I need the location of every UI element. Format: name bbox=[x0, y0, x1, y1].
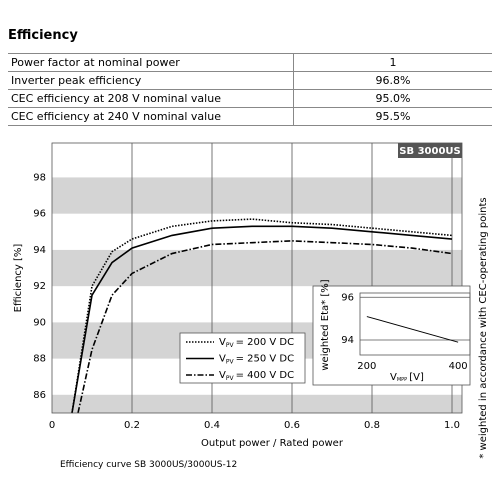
data-line bbox=[71, 218, 453, 414]
y-tick-label: 94 bbox=[341, 335, 354, 346]
x-tick-label: 0.2 bbox=[124, 420, 140, 431]
x-tick-label: 0.4 bbox=[204, 420, 220, 431]
spec-table: Power factor at nominal power 1 Inverter … bbox=[8, 53, 492, 126]
x-tick-label: 0.8 bbox=[364, 420, 380, 431]
inset-y-label: weighted Eta* [%] bbox=[320, 279, 331, 370]
legend-label: VPV = 200 V DC bbox=[219, 337, 294, 349]
table-row: Inverter peak efficiency 96.8% bbox=[8, 71, 492, 90]
section-title: Efficiency bbox=[8, 28, 78, 43]
x-tick-label: 0.6 bbox=[284, 420, 300, 431]
x-tick-label: 200 bbox=[357, 361, 376, 372]
inset-x-subscript: MPP bbox=[397, 377, 407, 383]
y-tick-label: 90 bbox=[33, 317, 46, 328]
y-tick-label: 88 bbox=[33, 354, 46, 365]
legend-symbol: V bbox=[219, 337, 226, 348]
badge-bg bbox=[398, 143, 462, 158]
inset-box bbox=[312, 285, 471, 386]
y-tick-label: 98 bbox=[33, 172, 46, 183]
y-tick-label: 96 bbox=[33, 209, 46, 220]
data-line bbox=[77, 240, 453, 414]
grid-band bbox=[52, 249, 462, 287]
y-tick-label: 92 bbox=[33, 281, 46, 292]
data-line bbox=[71, 225, 453, 414]
table-row: CEC efficiency at 240 V nominal value 95.… bbox=[8, 107, 492, 126]
y-tick-label: 96 bbox=[341, 292, 354, 303]
legend-name: = 250 V DC bbox=[236, 354, 295, 365]
footnote: * weighted in accordance with CEC-operat… bbox=[478, 197, 489, 458]
cell: 95.5% bbox=[293, 107, 492, 126]
cell: CEC efficiency at 240 V nominal value bbox=[8, 107, 294, 126]
legend-label: VPV = 250 V DC bbox=[219, 354, 294, 366]
inset-x-symbol: V bbox=[390, 372, 397, 383]
data-line bbox=[366, 316, 459, 343]
grid-band bbox=[52, 177, 462, 214]
inset-x-label: VMPP [V] bbox=[390, 372, 424, 383]
plot-frame bbox=[51, 142, 463, 414]
legend-subscript: PV bbox=[226, 375, 235, 382]
legend-subscript: PV bbox=[226, 342, 235, 349]
y-tick-label: 86 bbox=[33, 390, 46, 401]
legend-label: VPV = 400 V DC bbox=[219, 370, 294, 382]
badge: SB 3000US bbox=[399, 146, 460, 157]
y-axis-label: Efficiency [%] bbox=[13, 244, 24, 313]
plot-frame bbox=[359, 292, 471, 356]
legend-name: = 400 V DC bbox=[236, 370, 295, 381]
x-tick-label: 400 bbox=[449, 361, 468, 372]
legend-name: = 200 V DC bbox=[236, 337, 295, 348]
caption: Efficiency curve SB 3000US/3000US-12 bbox=[60, 460, 238, 470]
inset-x-unit: [V] bbox=[409, 372, 424, 383]
cell: Inverter peak efficiency bbox=[8, 71, 294, 90]
legend-symbol: V bbox=[219, 354, 226, 365]
x-tick-label: 1.0 bbox=[444, 420, 460, 431]
x-axis-label: Output power / Rated power bbox=[201, 438, 344, 449]
legend-symbol: V bbox=[219, 370, 226, 381]
grid-band bbox=[52, 394, 462, 413]
x-tick-label: 0 bbox=[49, 420, 55, 431]
y-tick-label: 94 bbox=[33, 245, 46, 256]
legend-subscript: PV bbox=[226, 358, 235, 365]
